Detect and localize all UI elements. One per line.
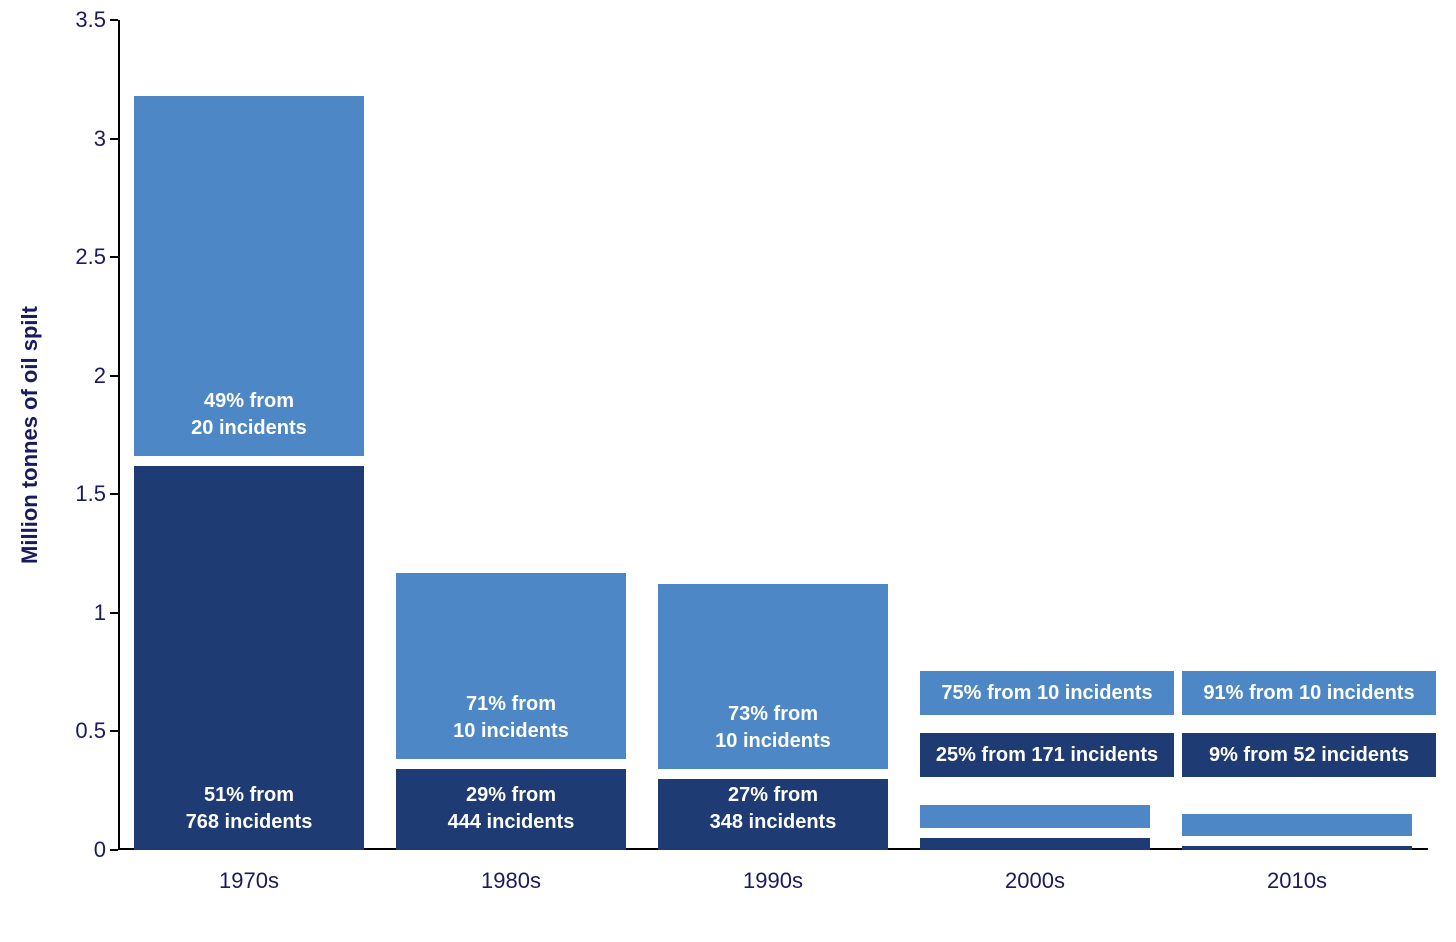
x-tick-label: 2000s xyxy=(1005,850,1065,894)
y-tick-label: 0.5 xyxy=(75,718,118,744)
segment-label: 27% from348 incidents xyxy=(710,782,837,836)
y-tick-label: 0 xyxy=(94,837,118,863)
bar-segment-light xyxy=(1182,814,1413,836)
segment-label: 73% from10 incidents xyxy=(715,701,831,755)
y-tick-label: 3.5 xyxy=(75,7,118,33)
bar-segment-light: 49% from20 incidents xyxy=(134,96,365,456)
bar-segment-dark xyxy=(920,838,1151,850)
bar-segment-light: 71% from10 incidents xyxy=(396,573,627,760)
x-tick-label: 1990s xyxy=(743,850,803,894)
x-tick-label: 2010s xyxy=(1267,850,1327,894)
y-axis-title: Million tonnes of oil spilt xyxy=(17,306,43,564)
bar-segment-dark: 29% from444 incidents xyxy=(396,769,627,850)
y-tick-label: 3 xyxy=(94,126,118,152)
segment-float-label: 91% from 10 incidents xyxy=(1182,671,1437,715)
segment-label: 71% from10 incidents xyxy=(453,691,569,745)
bar-group: 29% from444 incidents 71% from10 incident… xyxy=(396,573,627,850)
bar-segment-dark xyxy=(1182,846,1413,850)
segment-float-label: 75% from 10 incidents xyxy=(920,671,1175,715)
segment-float-label: 9% from 52 incidents xyxy=(1182,733,1437,777)
y-axis-line xyxy=(118,20,120,850)
y-tick-label: 1.5 xyxy=(75,481,118,507)
bar-group: 51% from768 incidents 49% from20 incident… xyxy=(134,96,365,850)
bar-segment-dark: 51% from768 incidents xyxy=(134,466,365,850)
x-tick-label: 1980s xyxy=(481,850,541,894)
y-tick-label: 2.5 xyxy=(75,244,118,270)
segment-label: 29% from444 incidents xyxy=(448,782,575,836)
segment-float-label: 25% from 171 incidents xyxy=(920,733,1175,777)
bar-group: 27% from348 incidents 73% from10 incident… xyxy=(658,584,889,850)
bar-segment-light xyxy=(920,805,1151,828)
bar-group xyxy=(1182,814,1413,850)
bar-segment-light: 73% from10 incidents xyxy=(658,584,889,768)
bar-segment-dark: 27% from348 incidents xyxy=(658,779,889,850)
segment-label: 51% from768 incidents xyxy=(186,782,313,836)
plot-area: 00.511.522.533.51970s51% from768 inciden… xyxy=(118,20,1428,850)
bar-group xyxy=(920,805,1151,850)
oil-spill-chart: Million tonnes of oil spilt 00.511.522.5… xyxy=(0,0,1456,942)
x-tick-label: 1970s xyxy=(219,850,279,894)
segment-label: 49% from20 incidents xyxy=(191,388,307,442)
y-tick-label: 1 xyxy=(94,600,118,626)
y-tick-label: 2 xyxy=(94,363,118,389)
